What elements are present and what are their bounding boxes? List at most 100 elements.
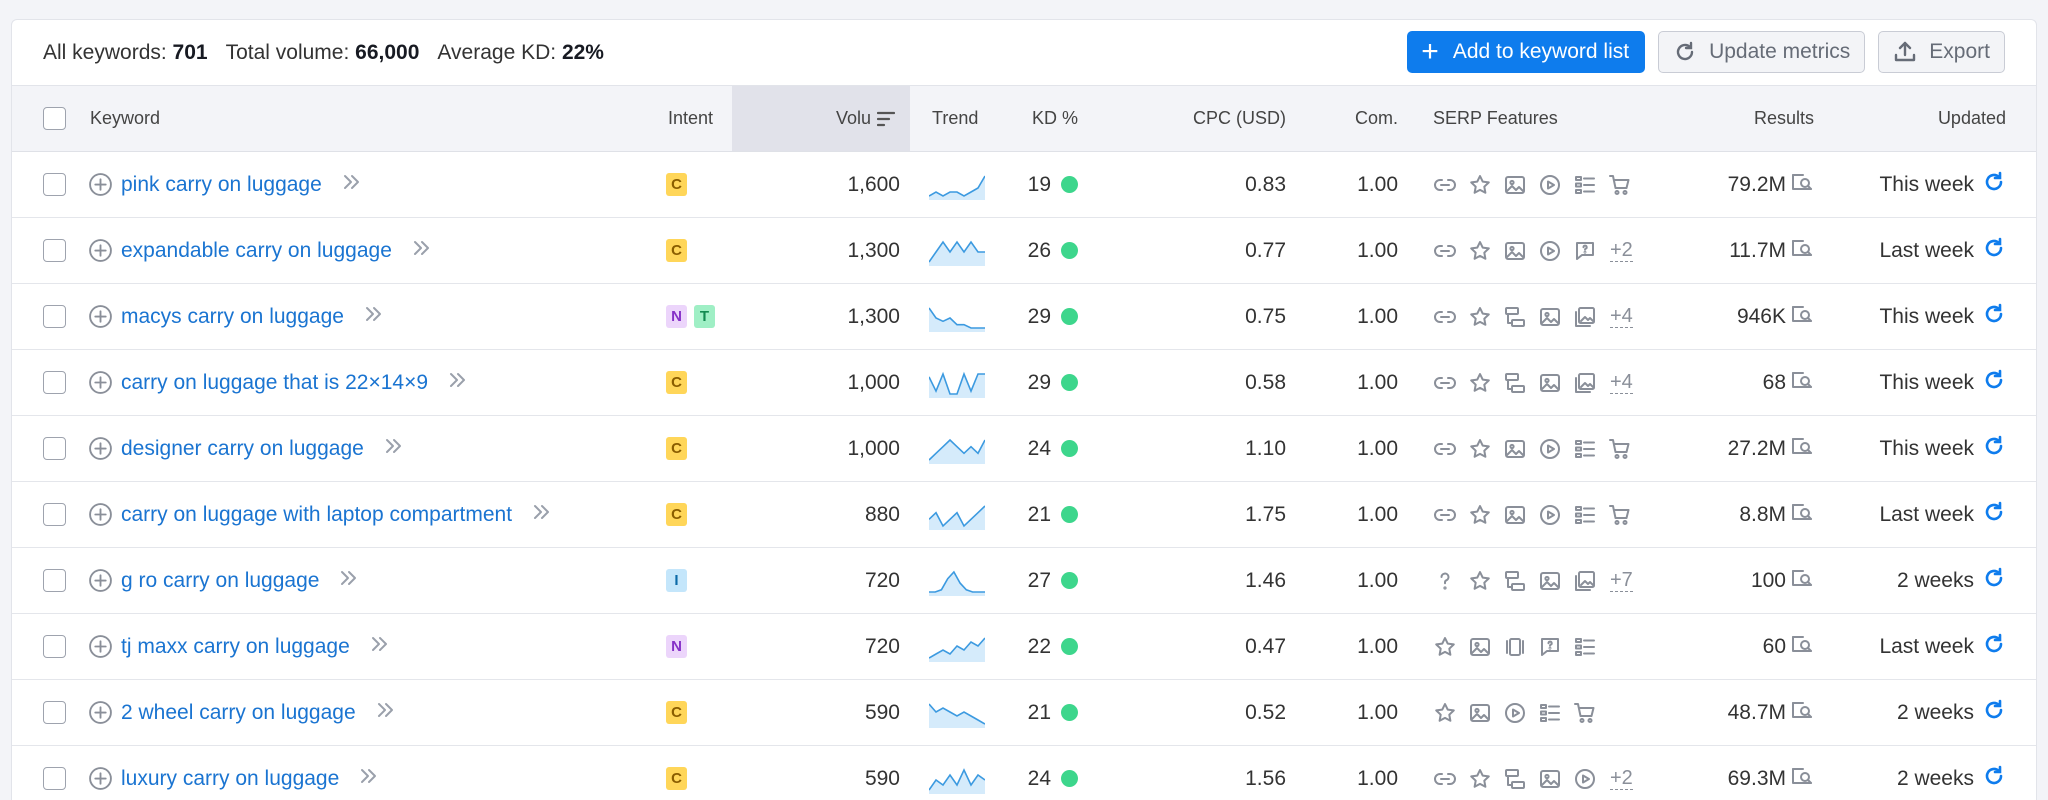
competition-cell: 1.00: [1357, 766, 1398, 790]
kd-value: 24: [1027, 766, 1051, 790]
updated-cell: This week: [1879, 152, 2006, 217]
column-trend[interactable]: Trend: [932, 108, 979, 128]
keyword-overview-chevrons-icon[interactable]: [376, 701, 396, 725]
updated-value: Last week: [1879, 238, 1974, 262]
add-keyword-circle-plus-icon[interactable]: [88, 370, 113, 395]
refresh-icon[interactable]: [1982, 566, 2006, 596]
add-keyword-circle-plus-icon[interactable]: [88, 436, 113, 461]
add-to-keyword-list-button[interactable]: + Add to keyword list: [1407, 31, 1646, 73]
serp-snapshot-icon[interactable]: [1790, 434, 1814, 464]
row-checkbox[interactable]: [43, 767, 66, 790]
keyword-overview-chevrons-icon[interactable]: [448, 371, 468, 395]
serp-snapshot-icon[interactable]: [1790, 500, 1814, 530]
serp-snapshot-icon[interactable]: [1790, 302, 1814, 332]
keyword-overview-chevrons-icon[interactable]: [359, 767, 379, 791]
keyword-overview-chevrons-icon[interactable]: [342, 173, 362, 197]
refresh-icon[interactable]: [1982, 236, 2006, 266]
add-keyword-circle-plus-icon[interactable]: [88, 634, 113, 659]
volume-cell: 1,300: [847, 238, 900, 262]
keyword-link[interactable]: tj maxx carry on luggage: [121, 634, 350, 658]
refresh-icon[interactable]: [1982, 632, 2006, 662]
add-keyword-circle-plus-icon[interactable]: [88, 700, 113, 725]
results-value: 60: [1762, 634, 1786, 658]
keyword-link[interactable]: carry on luggage with laptop compartment: [121, 502, 513, 526]
refresh-icon[interactable]: [1982, 698, 2006, 728]
row-checkbox[interactable]: [43, 305, 66, 328]
kd-difficulty-dot: [1061, 374, 1078, 391]
keyword-link[interactable]: luxury carry on luggage: [121, 766, 340, 790]
refresh-icon[interactable]: [1982, 170, 2006, 200]
serp-snapshot-icon[interactable]: [1790, 566, 1814, 596]
row-checkbox[interactable]: [43, 503, 66, 526]
column-keyword[interactable]: Keyword: [90, 108, 161, 128]
column-volume[interactable]: Volu: [836, 86, 896, 151]
keyword-overview-chevrons-icon[interactable]: [370, 635, 390, 659]
column-results[interactable]: Results: [1753, 108, 1814, 128]
row-checkbox[interactable]: [43, 239, 66, 262]
kd-difficulty-dot: [1061, 176, 1078, 193]
row-checkbox[interactable]: [43, 437, 66, 460]
add-keyword-circle-plus-icon[interactable]: [88, 766, 113, 791]
cpc-cell: 0.52: [1245, 700, 1286, 724]
column-com[interactable]: Com.: [1354, 108, 1398, 128]
column-updated[interactable]: Updated: [1937, 108, 2006, 128]
volume-cell: 590: [864, 700, 900, 724]
keyword-overview-chevrons-icon[interactable]: [364, 305, 384, 329]
cart-icon: [1608, 437, 1632, 461]
row-checkbox[interactable]: [43, 701, 66, 724]
cpc-cell: 1.10: [1245, 436, 1286, 460]
row-checkbox[interactable]: [43, 635, 66, 658]
select-all-checkbox[interactable]: [43, 107, 66, 130]
refresh-icon[interactable]: [1982, 764, 2006, 794]
keyword-link[interactable]: pink carry on luggage: [121, 172, 322, 196]
row-checkbox[interactable]: [43, 569, 66, 592]
serp-more-link[interactable]: +4: [1610, 370, 1633, 394]
trend-sparkline: [929, 218, 985, 283]
serp-more-link[interactable]: +2: [1610, 238, 1633, 262]
keyword-link[interactable]: designer carry on luggage: [121, 436, 364, 460]
table-header: Keyword Intent Volu Trend KD % CPC (USD)…: [12, 85, 2036, 152]
add-keyword-circle-plus-icon[interactable]: [88, 304, 113, 329]
keyword-overview-chevrons-icon[interactable]: [532, 503, 552, 527]
keyword-overview-chevrons-icon[interactable]: [384, 437, 404, 461]
competition-cell: 1.00: [1357, 568, 1398, 592]
add-keyword-circle-plus-icon[interactable]: [88, 502, 113, 527]
row-checkbox[interactable]: [43, 173, 66, 196]
keyword-link[interactable]: 2 wheel carry on luggage: [121, 700, 356, 724]
keyword-link[interactable]: expandable carry on luggage: [121, 238, 392, 262]
row-checkbox[interactable]: [43, 371, 66, 394]
keyword-link[interactable]: g ro carry on luggage: [121, 568, 320, 592]
keyword-link[interactable]: macys carry on luggage: [121, 304, 344, 328]
add-keyword-circle-plus-icon[interactable]: [88, 172, 113, 197]
update-metrics-button[interactable]: Update metrics: [1658, 31, 1866, 73]
column-kd[interactable]: KD %: [1031, 108, 1078, 128]
list-icon: [1573, 503, 1597, 527]
serp-snapshot-icon[interactable]: [1790, 170, 1814, 200]
column-cpc[interactable]: CPC (USD): [1193, 108, 1286, 128]
keyword-overview-chevrons-icon[interactable]: [412, 239, 432, 263]
refresh-icon[interactable]: [1982, 302, 2006, 332]
add-keyword-circle-plus-icon[interactable]: [88, 238, 113, 263]
serp-snapshot-icon[interactable]: [1790, 698, 1814, 728]
cart-icon: [1608, 173, 1632, 197]
video-icon: [1538, 239, 1562, 263]
serp-snapshot-icon[interactable]: [1790, 764, 1814, 794]
keyword-link[interactable]: carry on luggage that is 22×14×9: [121, 370, 429, 394]
serp-snapshot-icon[interactable]: [1790, 632, 1814, 662]
table-row: luxury carry on luggage C 590 24 1.56 1.…: [12, 746, 2036, 800]
serp-more-link[interactable]: +4: [1610, 304, 1633, 328]
refresh-icon[interactable]: [1982, 434, 2006, 464]
serp-more-link[interactable]: +7: [1610, 568, 1633, 592]
keyword-overview-chevrons-icon[interactable]: [339, 569, 359, 593]
export-button[interactable]: Export: [1878, 31, 2005, 73]
refresh-icon[interactable]: [1982, 368, 2006, 398]
refresh-icon[interactable]: [1982, 500, 2006, 530]
image-icon: [1538, 305, 1562, 329]
column-intent[interactable]: Intent: [668, 108, 714, 128]
add-keyword-circle-plus-icon[interactable]: [88, 568, 113, 593]
sort-descending-icon: [877, 111, 896, 126]
column-serp-features[interactable]: SERP Features: [1433, 108, 1558, 128]
serp-more-link[interactable]: +2: [1610, 766, 1633, 790]
serp-snapshot-icon[interactable]: [1790, 236, 1814, 266]
serp-snapshot-icon[interactable]: [1790, 368, 1814, 398]
